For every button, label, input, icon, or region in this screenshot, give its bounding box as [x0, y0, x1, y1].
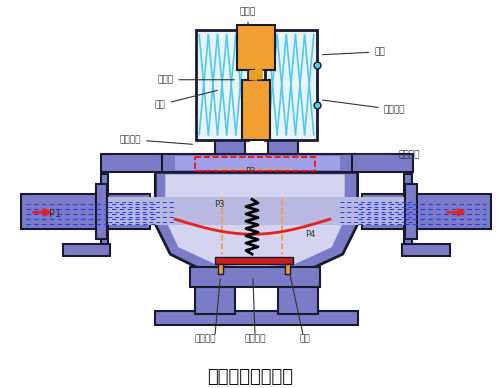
Text: 线圈: 线圈: [155, 90, 218, 109]
Bar: [362, 194, 491, 229]
Text: 平衡孔道: 平衡孔道: [120, 135, 192, 144]
Bar: [156, 311, 358, 325]
Bar: [265, 30, 317, 140]
Text: 管道联系式电磁阀: 管道联系式电磁阀: [207, 368, 293, 386]
Bar: [176, 156, 340, 170]
Bar: [100, 175, 108, 249]
Bar: [190, 267, 320, 287]
Bar: [100, 197, 412, 225]
Text: P2: P2: [245, 168, 255, 177]
Bar: [215, 137, 245, 158]
Text: 动铁心: 动铁心: [157, 75, 234, 84]
Bar: [406, 184, 417, 239]
Bar: [195, 284, 235, 314]
Text: P1: P1: [48, 209, 60, 219]
Text: P4: P4: [305, 230, 315, 239]
Bar: [268, 137, 298, 158]
Bar: [160, 154, 354, 172]
Bar: [196, 30, 248, 140]
Bar: [285, 264, 290, 274]
Bar: [352, 154, 414, 172]
Bar: [237, 25, 275, 70]
PathPatch shape: [156, 172, 358, 279]
Text: 导阀阀座: 导阀阀座: [322, 100, 406, 114]
Bar: [215, 257, 293, 264]
Bar: [100, 154, 162, 172]
Bar: [96, 184, 108, 239]
Text: 主阀阀座: 主阀阀座: [194, 334, 216, 343]
Text: 渐孔孔道: 渐孔孔道: [342, 150, 420, 159]
Text: 主阀阀芯: 主阀阀芯: [244, 334, 266, 343]
Text: 定铁心: 定铁心: [240, 7, 256, 25]
Bar: [278, 284, 318, 314]
Text: 膜片: 膜片: [300, 334, 310, 343]
Text: P3: P3: [214, 200, 225, 209]
PathPatch shape: [166, 175, 344, 267]
Bar: [404, 175, 412, 249]
Bar: [242, 80, 270, 140]
Text: 弹簧: 弹簧: [322, 47, 385, 56]
Bar: [62, 244, 110, 256]
Bar: [402, 244, 450, 256]
Bar: [21, 194, 150, 229]
Bar: [218, 264, 223, 274]
